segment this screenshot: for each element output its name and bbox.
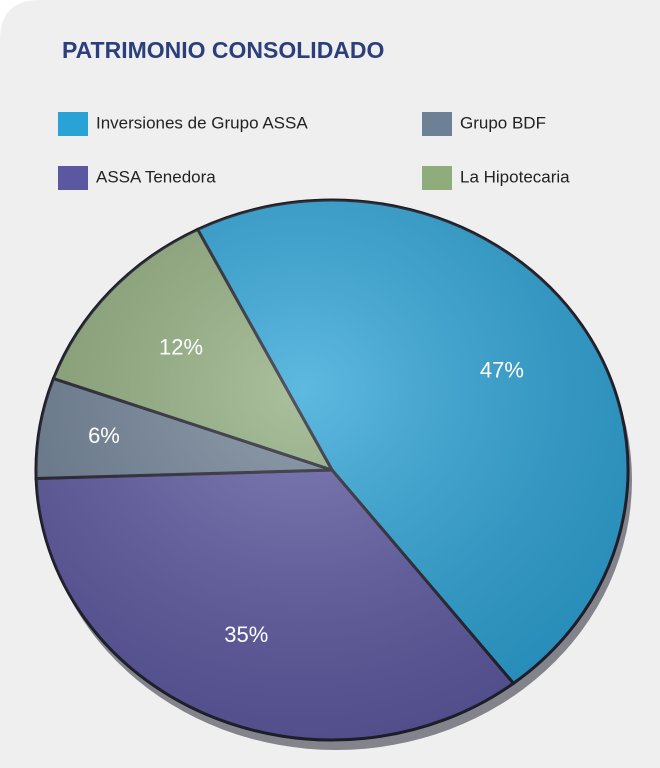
slice-label: 6% bbox=[88, 423, 120, 448]
legend-label: Inversiones de Grupo ASSA bbox=[96, 113, 308, 132]
legend-swatch bbox=[422, 112, 452, 136]
legend-swatch bbox=[422, 166, 452, 190]
slice-label: 35% bbox=[224, 622, 268, 647]
legend-swatch bbox=[58, 112, 88, 136]
legend-label: ASSA Tenedora bbox=[96, 167, 216, 186]
pie: 47% 35% 6% 12% bbox=[34, 198, 632, 750]
legend: Inversiones de Grupo ASSA ASSA Tenedora Gr… bbox=[58, 112, 570, 190]
slice-label: 12% bbox=[159, 334, 203, 359]
legend-label: La Hipotecaria bbox=[460, 167, 570, 186]
chart-title: PATRIMONIO CONSOLIDADO bbox=[62, 37, 384, 63]
legend-swatch bbox=[58, 166, 88, 190]
slice-label: 47% bbox=[480, 357, 524, 382]
legend-label: Grupo BDF bbox=[460, 113, 546, 132]
